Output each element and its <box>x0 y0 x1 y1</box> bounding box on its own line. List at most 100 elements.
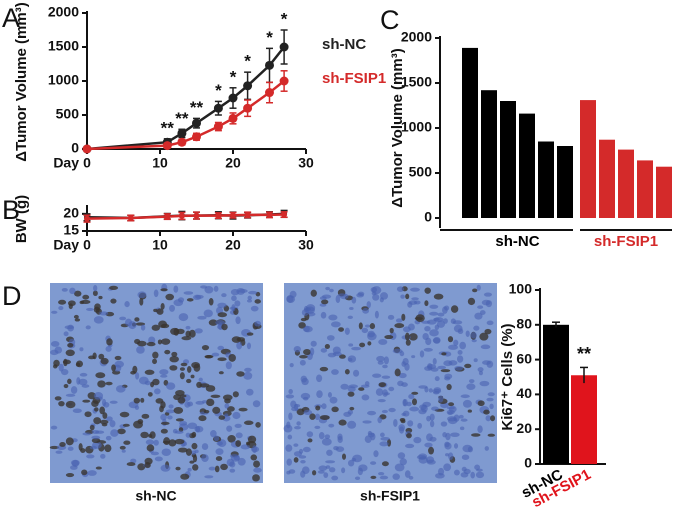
cell <box>370 475 377 479</box>
cell <box>217 357 227 362</box>
cell <box>137 291 147 299</box>
point <box>279 76 289 86</box>
cell <box>459 426 465 431</box>
cell <box>286 458 293 466</box>
cell <box>82 432 92 436</box>
cell <box>349 306 354 311</box>
cell <box>97 380 106 388</box>
cell <box>208 466 216 471</box>
cell <box>196 381 202 389</box>
point <box>192 118 201 128</box>
cell <box>160 421 170 426</box>
cell <box>399 458 407 466</box>
cell <box>216 441 223 446</box>
cell <box>65 472 75 478</box>
cell <box>58 400 65 407</box>
cell <box>106 416 113 422</box>
cell <box>214 465 220 473</box>
cell <box>100 357 109 365</box>
cell <box>470 471 475 479</box>
cell <box>215 448 224 455</box>
cell <box>210 394 221 398</box>
cell <box>376 355 385 362</box>
cell <box>422 332 429 341</box>
cell <box>435 472 445 479</box>
cell <box>319 415 330 421</box>
cell <box>173 299 184 307</box>
cell <box>205 385 216 392</box>
cell <box>159 405 164 413</box>
cell <box>128 321 137 330</box>
cell <box>424 287 431 294</box>
cell <box>324 344 330 350</box>
cell <box>160 428 168 434</box>
cell <box>303 305 309 313</box>
cell <box>309 347 315 356</box>
cell <box>453 339 459 346</box>
cell <box>442 306 448 314</box>
cell <box>347 459 355 467</box>
cell <box>215 320 226 326</box>
cell <box>460 394 470 399</box>
cell <box>375 388 384 396</box>
cell <box>487 392 495 397</box>
cell <box>105 346 112 352</box>
cell <box>378 472 385 476</box>
cell <box>110 298 117 304</box>
cell <box>369 323 376 330</box>
cell <box>79 347 84 352</box>
cell <box>380 432 385 438</box>
cell <box>89 424 95 431</box>
cell <box>485 415 491 422</box>
x-tick-label: 20 <box>225 237 241 253</box>
cell <box>404 332 410 341</box>
cell <box>140 324 146 331</box>
cell <box>135 372 140 380</box>
cell <box>474 464 481 470</box>
cell <box>320 311 327 319</box>
cell <box>438 395 444 403</box>
cell <box>319 366 329 372</box>
cell <box>73 314 79 319</box>
cell <box>358 322 363 330</box>
cell <box>286 421 291 429</box>
cell <box>119 411 130 418</box>
cell <box>157 339 163 345</box>
cell <box>318 465 328 471</box>
cell <box>294 426 301 430</box>
cell <box>457 350 463 355</box>
cell <box>401 313 406 321</box>
cell <box>167 415 173 420</box>
cell <box>473 325 480 331</box>
cell <box>55 450 63 454</box>
cell <box>358 387 365 391</box>
cell <box>171 351 178 357</box>
cell <box>314 425 321 429</box>
cell <box>117 428 126 435</box>
point <box>164 213 171 220</box>
cell <box>377 398 386 403</box>
cell <box>70 465 78 470</box>
point <box>82 144 92 154</box>
cell <box>121 449 126 453</box>
point <box>193 212 200 219</box>
cell <box>235 316 241 325</box>
cell <box>192 464 199 471</box>
cell <box>367 432 375 438</box>
cell <box>405 443 415 449</box>
cell <box>426 415 431 422</box>
cell <box>200 285 208 289</box>
cell <box>82 399 91 403</box>
cell <box>87 470 97 476</box>
point <box>213 122 223 132</box>
cell <box>165 409 176 414</box>
cell <box>372 293 380 301</box>
cell <box>78 378 88 386</box>
cell <box>347 315 353 320</box>
point <box>177 128 187 138</box>
cell <box>149 431 156 439</box>
cell <box>201 454 209 462</box>
cell <box>173 285 179 293</box>
cell <box>231 295 237 302</box>
cell <box>378 339 388 345</box>
